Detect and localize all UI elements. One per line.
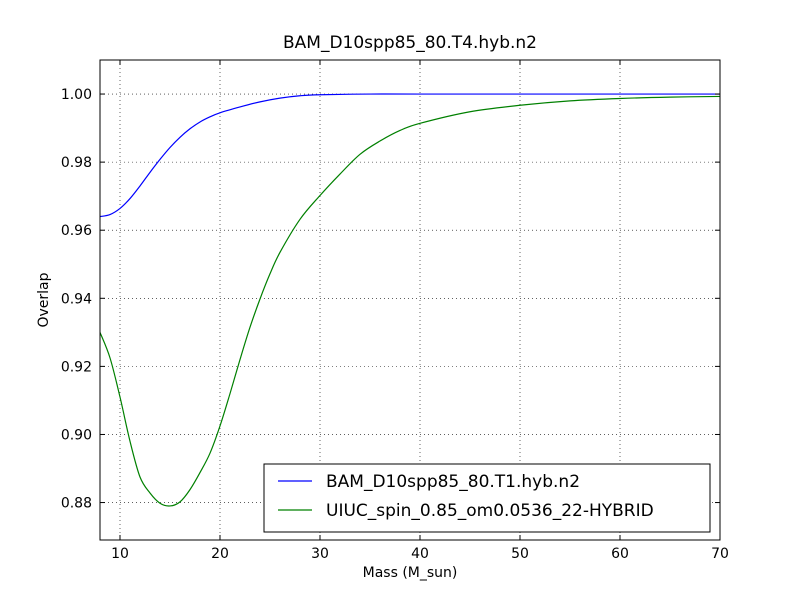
series-lines [99,93,721,507]
series-line-0 [99,93,720,218]
series-line-1 [99,95,721,507]
y-tick-label: 1.00 [61,87,92,103]
y-tick-label: 0.98 [61,155,92,171]
x-tick-label: 20 [211,546,229,562]
y-tick-label: 0.92 [61,359,92,375]
legend-label-uiuc: UIUC_spin_0.85_om0.0536_22-HYBRID [326,501,654,521]
x-tick-label: 40 [411,546,429,562]
legend-label-bam: BAM_D10spp85_80.T1.hyb.n2 [326,472,580,492]
chart-title: BAM_D10spp85_80.T4.hyb.n2 [283,33,537,53]
x-tick-label: 50 [511,546,529,562]
y-tick-label: 0.90 [61,427,92,443]
legend: BAM_D10spp85_80.T1.hyb.n2 UIUC_spin_0.85… [263,463,711,533]
x-tick-label: 10 [111,546,129,562]
x-tick-label: 60 [611,546,629,562]
y-tick-label: 0.94 [61,291,92,307]
legend-box [263,463,711,533]
y-tick-label: 0.88 [61,496,92,512]
x-axis-label: Mass (M_sun) [363,565,458,581]
y-axis-label: Overlap [36,272,52,327]
y-tick-label: 0.96 [61,223,92,239]
x-tick-label: 30 [311,546,329,562]
axis-ticks: 10 20 30 40 50 60 70 0.88 0.90 0.92 0.94 0.96 0.98 1.… [61,60,729,562]
plot-frame [99,59,721,541]
x-tick-label: 70 [711,546,729,562]
